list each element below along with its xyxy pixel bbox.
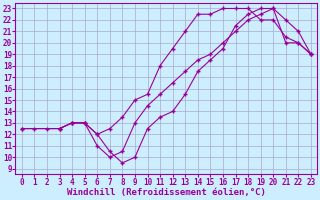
- X-axis label: Windchill (Refroidissement éolien,°C): Windchill (Refroidissement éolien,°C): [67, 188, 266, 197]
